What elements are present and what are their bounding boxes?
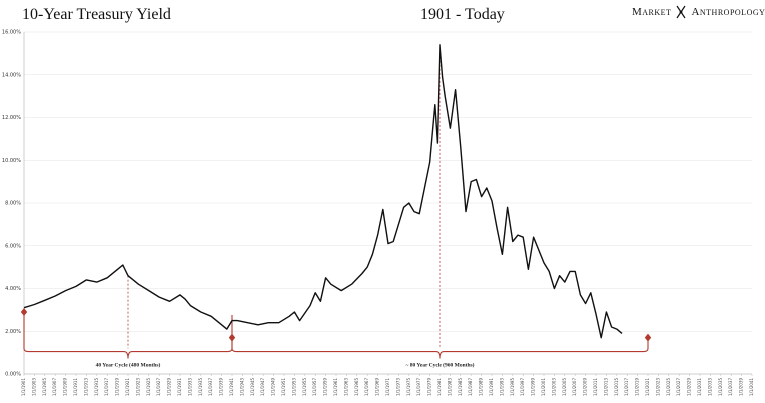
x-tick-label: 1/1/2021 [645, 378, 650, 396]
x-tick-label: 1/1/2041 [749, 378, 754, 396]
x-tick-label: 1/1/1935 [198, 378, 203, 396]
x-tick-label: 1/1/1957 [312, 378, 317, 396]
y-tick-label: 12.00% [2, 115, 21, 121]
x-tick-label: 1/1/1925 [146, 378, 151, 396]
x-tick-label: 1/1/1959 [323, 378, 328, 396]
x-tick-label: 1/1/1975 [406, 378, 411, 396]
x-tick-label: 1/1/1945 [250, 378, 255, 396]
x-tick-label: 1/1/1933 [187, 378, 192, 396]
brand-name-right: Anthropology [691, 6, 765, 18]
x-tick-label: 1/1/1977 [416, 378, 421, 396]
x-tick-label: 1/1/2031 [697, 378, 702, 396]
x-tick-label: 1/1/1983 [447, 378, 452, 396]
x-tick-label: 1/1/1941 [229, 378, 234, 396]
x-tick-label: 1/1/1923 [135, 378, 140, 396]
x-tick-label: 1/1/1931 [177, 378, 182, 396]
cycle-bracket-40 [23, 315, 233, 359]
x-tick-label: 1/1/1909 [63, 378, 68, 396]
x-tick-label: 1/1/1903 [31, 378, 36, 396]
y-tick-label: 8.00% [5, 201, 21, 207]
chart-title: 10-Year Treasury Yield [22, 6, 171, 23]
x-tick-label: 1/1/1997 [520, 378, 525, 396]
x-tick-label: 1/1/2017 [624, 378, 629, 396]
x-tick-label: 1/1/1929 [167, 378, 172, 396]
x-tick-label: 1/1/2005 [562, 378, 567, 396]
y-tick-label: 16.00% [2, 30, 21, 36]
x-tick-label: 1/1/2039 [739, 378, 744, 396]
x-tick-label: 1/1/1987 [468, 378, 473, 396]
x-tick-label: 1/1/1915 [94, 378, 99, 396]
x-tick-label: 1/1/1999 [531, 378, 536, 396]
x-tick-label: 1/1/1949 [271, 378, 276, 396]
x-tick-label: 1/1/2007 [572, 378, 577, 396]
x-tick-label: 1/1/2003 [551, 378, 556, 396]
x-tick-label: 1/1/1921 [125, 378, 130, 396]
x-tick-label: 1/1/1917 [104, 378, 109, 396]
x-tick-label: 1/1/2011 [593, 378, 598, 396]
y-tick-label: 14.00% [2, 72, 21, 78]
x-tick-label: 1/1/1951 [281, 378, 286, 396]
cycle-marker [644, 333, 652, 342]
y-tick-label: 6.00% [5, 243, 21, 249]
x-tick-label: 1/1/1985 [458, 378, 463, 396]
x-tick-label: 1/1/1919 [115, 378, 120, 396]
cycle-bracket-80 [231, 315, 649, 359]
x-tick-label: 1/1/1913 [83, 378, 88, 396]
cycle-40-label: 40 Year Cycle (480 Months) [96, 362, 161, 369]
x-tick-label: 1/1/1989 [479, 378, 484, 396]
x-tick-label: 1/1/2019 [635, 378, 640, 396]
x-tick-label: 1/1/2001 [541, 378, 546, 396]
x-tick-label: 1/1/1937 [208, 378, 213, 396]
brand-logo: Market Anthropology [632, 5, 765, 19]
x-tick-label: 1/1/1995 [510, 378, 515, 396]
x-tick-label: 1/1/2035 [718, 378, 723, 396]
x-tick-label: 1/1/1939 [219, 378, 224, 396]
chart-period: 1901 - Today [420, 6, 505, 23]
x-tick-label: 1/1/1901 [21, 378, 26, 396]
x-tick-label: 1/1/2013 [603, 378, 608, 396]
brand-mark-icon [676, 5, 686, 19]
x-tick-label: 1/1/1991 [489, 378, 494, 396]
x-tick-label: 1/1/1943 [239, 378, 244, 396]
y-tick-label: 10.00% [2, 158, 21, 164]
x-tick-label: 1/1/1953 [291, 378, 296, 396]
x-tick-label: 1/1/1969 [375, 378, 380, 396]
x-tick-label: 1/1/1967 [364, 378, 369, 396]
cycle-marker [228, 333, 236, 342]
x-tick-label: 1/1/1979 [427, 378, 432, 396]
yield-line [23, 44, 623, 339]
y-tick-label: 4.00% [5, 286, 21, 292]
x-tick-label: 1/1/1973 [395, 378, 400, 396]
x-tick-label: 1/1/1993 [499, 378, 504, 396]
x-tick-label: 1/1/1965 [354, 378, 359, 396]
x-tick-label: 1/1/2027 [676, 378, 681, 396]
x-tick-label: 1/1/2015 [614, 378, 619, 396]
x-tick-label: 1/1/2033 [707, 378, 712, 396]
x-tick-label: 1/1/1963 [343, 378, 348, 396]
x-tick-label: 1/1/2025 [666, 378, 671, 396]
brand-name-left: Market [632, 6, 672, 18]
y-tick-label: 0.00% [5, 372, 21, 378]
x-tick-label: 1/1/1927 [156, 378, 161, 396]
x-tick-label: 1/1/1971 [385, 378, 390, 396]
cycle-marker [20, 308, 28, 317]
x-tick-label: 1/1/2023 [655, 378, 660, 396]
x-tick-label: 1/1/1947 [260, 378, 265, 396]
x-tick-label: 1/1/2009 [583, 378, 588, 396]
x-tick-label: 1/1/2029 [687, 378, 692, 396]
x-tick-label: 1/1/1911 [73, 378, 78, 396]
x-tick-label: 1/1/1955 [302, 378, 307, 396]
x-tick-label: 1/1/1907 [52, 378, 57, 396]
cycle-80-label: ~ 80 Year Cycle (960 Months) [405, 362, 474, 369]
y-tick-label: 2.00% [5, 329, 21, 335]
x-tick-label: 1/1/1961 [333, 378, 338, 396]
x-tick-label: 1/1/2037 [728, 378, 733, 396]
x-tick-label: 1/1/1981 [437, 378, 442, 396]
x-tick-label: 1/1/1905 [42, 378, 47, 396]
